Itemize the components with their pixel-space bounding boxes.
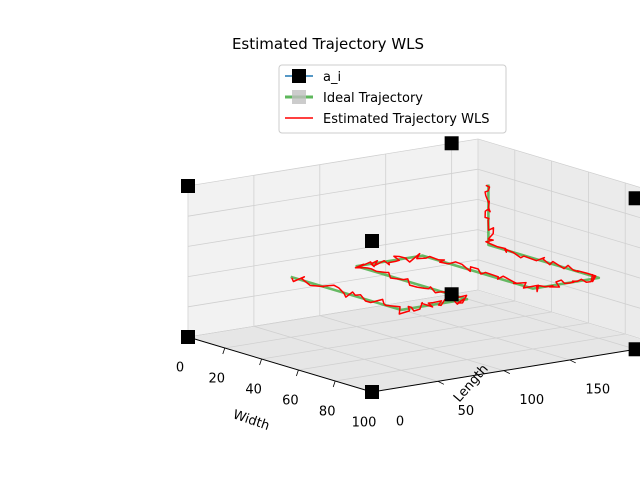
y-tick-label: 150 — [585, 382, 610, 397]
estimated-trajectory-line — [291, 184, 597, 315]
x-tick-mark — [296, 369, 299, 377]
grid-line-z — [477, 259, 640, 309]
anchor-marker — [181, 330, 195, 344]
legend-marker-a-i — [292, 69, 306, 83]
x-tick-mark — [332, 380, 336, 388]
legend-marker-ideal — [292, 90, 306, 104]
grid-line-z — [187, 229, 479, 277]
grid-line-y — [385, 304, 570, 361]
grid-line-x — [298, 322, 589, 371]
chart-title: Estimated Trajectory WLS — [232, 35, 424, 53]
anchor-markers — [181, 136, 640, 399]
legend-label-a-i: a_i — [323, 70, 341, 85]
y-tick-label: 50 — [458, 404, 475, 419]
x-tick-label: 100 — [352, 416, 377, 431]
legend: a_i Ideal Trajectory Estimated Trajector… — [278, 64, 507, 134]
anchor-marker — [181, 179, 195, 193]
x-tick-label: 40 — [245, 383, 262, 398]
grid-line-z — [477, 229, 640, 279]
grid-line-z — [187, 289, 479, 338]
grid-line-z — [477, 138, 640, 188]
y-tick-label: 0 — [396, 415, 404, 430]
x-tick-mark — [259, 358, 262, 366]
grid-line-x — [224, 300, 515, 349]
grid-line-y — [253, 325, 439, 382]
anchor-marker — [365, 234, 379, 248]
x-axis-label: Width — [231, 407, 272, 433]
grid-line-x — [335, 333, 626, 382]
grid-line-x — [261, 311, 552, 360]
y-tick-mark — [569, 359, 576, 364]
x-axis-line — [187, 336, 373, 393]
grid-line-z — [187, 138, 479, 187]
anchor-marker — [444, 287, 459, 302]
grid-line-z — [477, 168, 640, 219]
x-tick-label: 20 — [209, 372, 226, 387]
legend-label-ideal: Ideal Trajectory — [323, 91, 423, 106]
grid-line-z — [477, 199, 640, 249]
x-tick-mark — [222, 347, 226, 355]
y-axis-line — [371, 348, 640, 393]
grid-line-z — [477, 289, 640, 339]
anchor-marker — [365, 385, 379, 399]
x-tick-label: 60 — [282, 394, 299, 409]
grid-line-y — [451, 293, 636, 350]
grid-line-z — [187, 199, 479, 247]
y-tick-label: 100 — [519, 393, 544, 408]
anchor-marker — [444, 136, 459, 151]
series-lines — [290, 184, 601, 315]
legend-frame — [278, 64, 507, 134]
anchor-marker — [628, 342, 640, 357]
anchor-marker — [628, 191, 640, 206]
grid-line-z — [187, 168, 479, 217]
legend-label-estimated: Estimated Trajectory WLS — [323, 112, 489, 127]
x-tick-label: 0 — [176, 361, 184, 376]
y-tick-mark — [437, 380, 445, 385]
grid-line-z — [187, 259, 479, 308]
tick-labels: 0204060801000501001502000510152025 — [176, 361, 610, 431]
x-tick-label: 80 — [319, 405, 336, 420]
grid-line-y — [319, 315, 504, 372]
y-tick-mark — [503, 370, 510, 374]
